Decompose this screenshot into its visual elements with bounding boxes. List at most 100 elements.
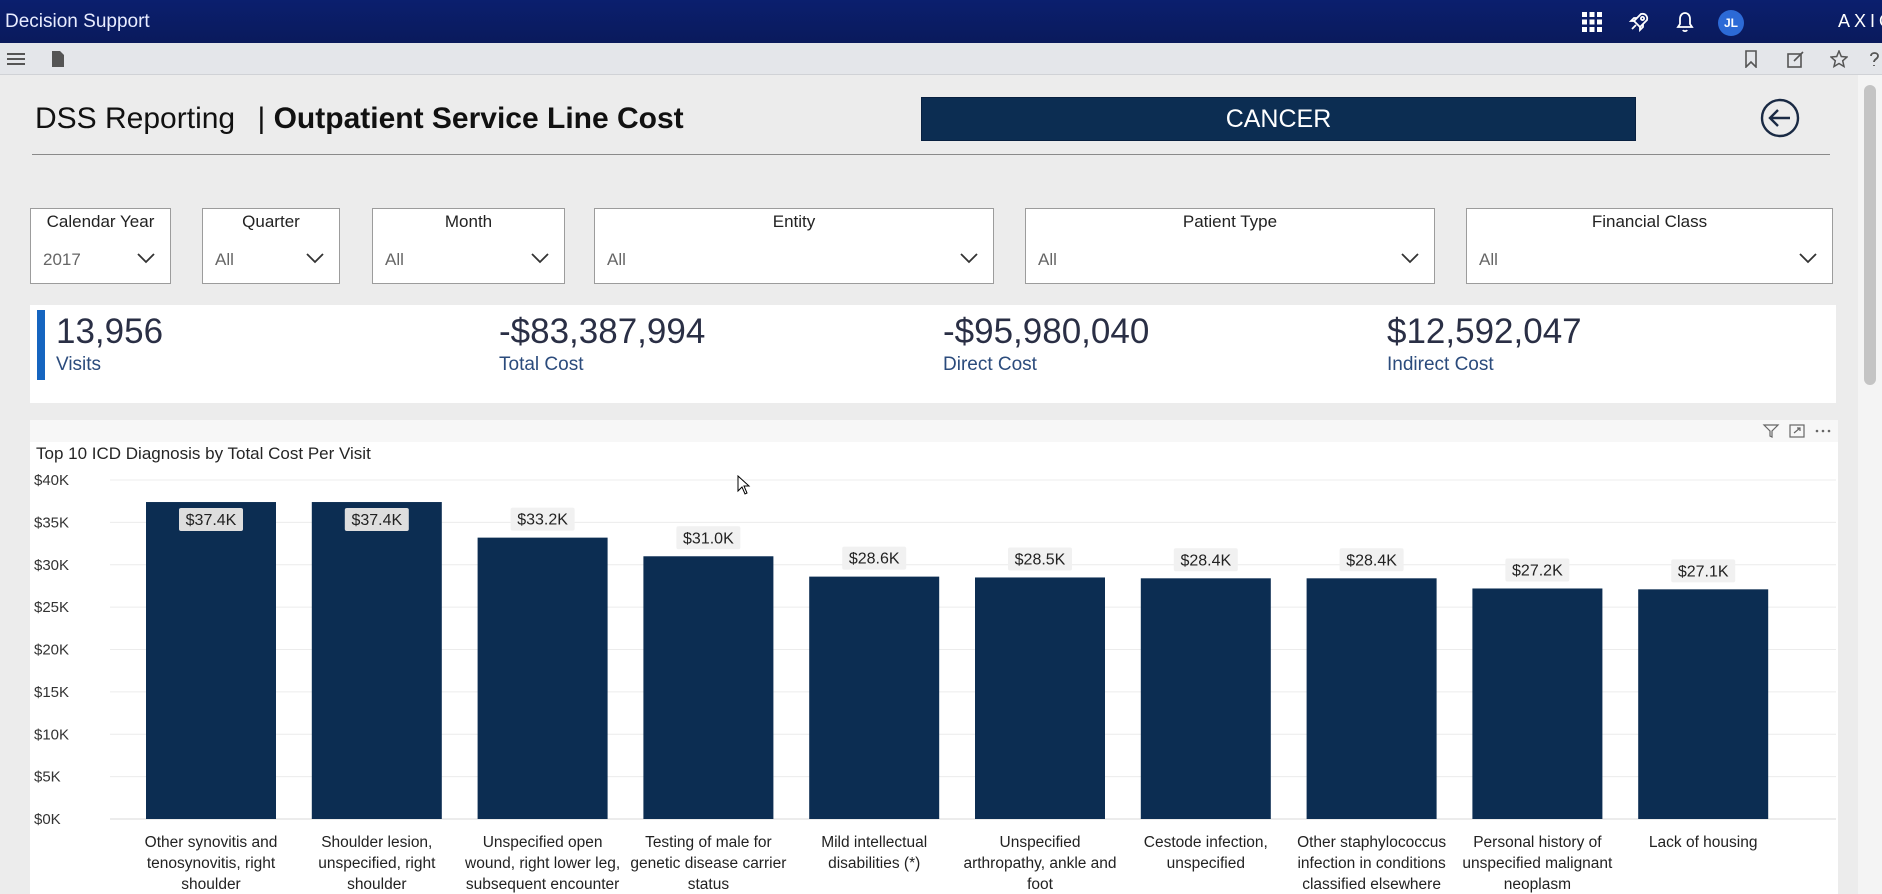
chevron-down-icon <box>1401 253 1419 264</box>
kpi-strip <box>30 305 1836 403</box>
filter-value: 2017 <box>43 250 81 269</box>
filter-entity: Entity All <box>594 208 994 284</box>
filter-quarter: Quarter All <box>202 208 340 284</box>
bar[interactable] <box>975 577 1105 819</box>
bookmark-icon[interactable] <box>1740 49 1762 69</box>
x-category-label: Cestode infection, <box>1144 834 1268 851</box>
filter-calendar-year: Calendar Year 2017 <box>30 208 171 284</box>
chart-title: Top 10 ICD Diagnosis by Total Cost Per V… <box>36 444 371 463</box>
x-category-label: classified elsewhere <box>1302 876 1441 893</box>
edit-icon[interactable] <box>1785 49 1807 69</box>
x-category-label: arthropathy, ankle and <box>963 855 1116 872</box>
data-label-background <box>1671 559 1736 583</box>
filter-value: All <box>607 250 626 269</box>
hamburger-menu-icon[interactable] <box>5 49 27 69</box>
filter-patient-type: Patient Type All <box>1025 208 1435 284</box>
filter-dropdown[interactable]: All <box>383 245 554 275</box>
x-category-label: Lack of housing <box>1649 834 1758 851</box>
page-icon[interactable] <box>47 49 69 69</box>
filter-dropdown[interactable]: 2017 <box>41 245 160 275</box>
data-label-background <box>1505 558 1570 582</box>
page-title-light: DSS Reporting <box>35 102 236 135</box>
x-category-label: Testing of male for <box>645 834 772 851</box>
kpi-value: $12,592,047 <box>1387 312 1582 351</box>
report-toolbar <box>0 43 1882 75</box>
x-category-label: status <box>688 876 730 893</box>
filter-month: Month All <box>372 208 565 284</box>
kpi-caption: Indirect Cost <box>1387 354 1494 375</box>
filter-value: All <box>215 250 234 269</box>
data-label: $37.4K <box>186 512 237 529</box>
kpi-indirect-cost: $12,592,047 Indirect Cost <box>1387 312 1582 376</box>
bell-icon[interactable] <box>1672 9 1698 35</box>
data-label: $33.2K <box>517 512 568 529</box>
data-label-background <box>676 526 741 550</box>
data-label-background <box>1173 548 1238 572</box>
data-label-background <box>179 508 243 532</box>
x-category-label: Other staphylococcus <box>1297 834 1446 851</box>
chevron-down-icon <box>137 253 155 264</box>
kpi-direct-cost: -$95,980,040 Direct Cost <box>943 312 1149 376</box>
scrollbar-thumb[interactable] <box>1864 85 1876 385</box>
filter-label: Entity <box>772 212 816 231</box>
bar-chart: $37.4K $37.4K $33.2K $31.0K $28.6K $28.5K $28.… <box>34 472 1836 893</box>
bar[interactable] <box>1140 578 1271 819</box>
y-tick-label: $15K <box>34 684 69 701</box>
x-category-label: Unspecified <box>1000 834 1081 851</box>
filter-label: Patient Type <box>1182 212 1278 231</box>
filter-dropdown[interactable]: All <box>1036 245 1424 275</box>
data-label-background <box>1008 547 1072 571</box>
data-label: $28.4K <box>1346 552 1397 569</box>
bar[interactable] <box>1638 589 1769 819</box>
service-line-button[interactable]: CANCER <box>921 97 1636 141</box>
x-category-label: Mild intellectual <box>821 834 927 851</box>
page-title-bold: Outpatient Service Line Cost <box>273 102 684 135</box>
filter-icon[interactable] <box>1762 424 1780 438</box>
x-category-label: wound, right lower leg, <box>464 855 620 872</box>
x-category-label: Other synovitis and <box>145 834 278 851</box>
kpi-value: -$95,980,040 <box>943 312 1150 351</box>
data-label-background <box>1339 548 1404 572</box>
kpi-accent-bar <box>37 310 45 380</box>
data-label: $28.4K <box>1180 552 1231 569</box>
filter-dropdown[interactable]: All <box>1477 245 1822 275</box>
star-icon[interactable] <box>1828 49 1850 69</box>
help-icon[interactable] <box>1866 49 1880 69</box>
chevron-down-icon <box>531 253 549 264</box>
kpi-value: 13,956 <box>56 312 164 351</box>
data-label: $27.1K <box>1678 563 1729 580</box>
user-avatar[interactable]: JL <box>1718 10 1744 36</box>
focus-mode-icon[interactable] <box>1788 424 1806 438</box>
filter-dropdown[interactable]: All <box>605 245 983 275</box>
data-label: $37.4K <box>351 512 402 529</box>
chevron-down-icon <box>1799 253 1817 264</box>
filter-label: Financial Class <box>1591 212 1708 231</box>
x-category-label: shoulder <box>181 876 240 893</box>
data-label: $28.6K <box>849 551 900 568</box>
rocket-icon[interactable] <box>1626 9 1652 35</box>
bar[interactable] <box>1472 588 1603 819</box>
data-label: $27.2K <box>1512 562 1563 579</box>
y-tick-label: $40K <box>34 472 69 489</box>
x-category-label: unspecified malignant <box>1462 855 1613 872</box>
y-tick-label: $10K <box>34 726 69 743</box>
apps-grid-icon[interactable] <box>1579 9 1605 35</box>
filter-value: All <box>1479 250 1498 269</box>
y-tick-label: $20K <box>34 642 69 659</box>
bar[interactable] <box>477 537 608 819</box>
filter-dropdown[interactable]: All <box>213 245 329 275</box>
bar[interactable] <box>809 576 940 819</box>
filter-value: All <box>385 250 404 269</box>
bar[interactable] <box>643 556 774 819</box>
page-title: DSS Reporting | Outpatient Service Line … <box>35 102 684 136</box>
x-category-label: unspecified <box>1167 855 1245 872</box>
bar[interactable] <box>311 502 442 819</box>
bar[interactable] <box>1306 578 1437 819</box>
mouse-cursor-icon <box>737 475 751 495</box>
chevron-down-icon <box>306 253 324 264</box>
more-options-icon[interactable] <box>1814 424 1832 438</box>
back-arrow-icon[interactable] <box>1760 98 1800 138</box>
bar[interactable] <box>146 502 276 819</box>
vertical-scrollbar[interactable] <box>1858 75 1882 894</box>
kpi-caption: Visits <box>56 354 102 375</box>
